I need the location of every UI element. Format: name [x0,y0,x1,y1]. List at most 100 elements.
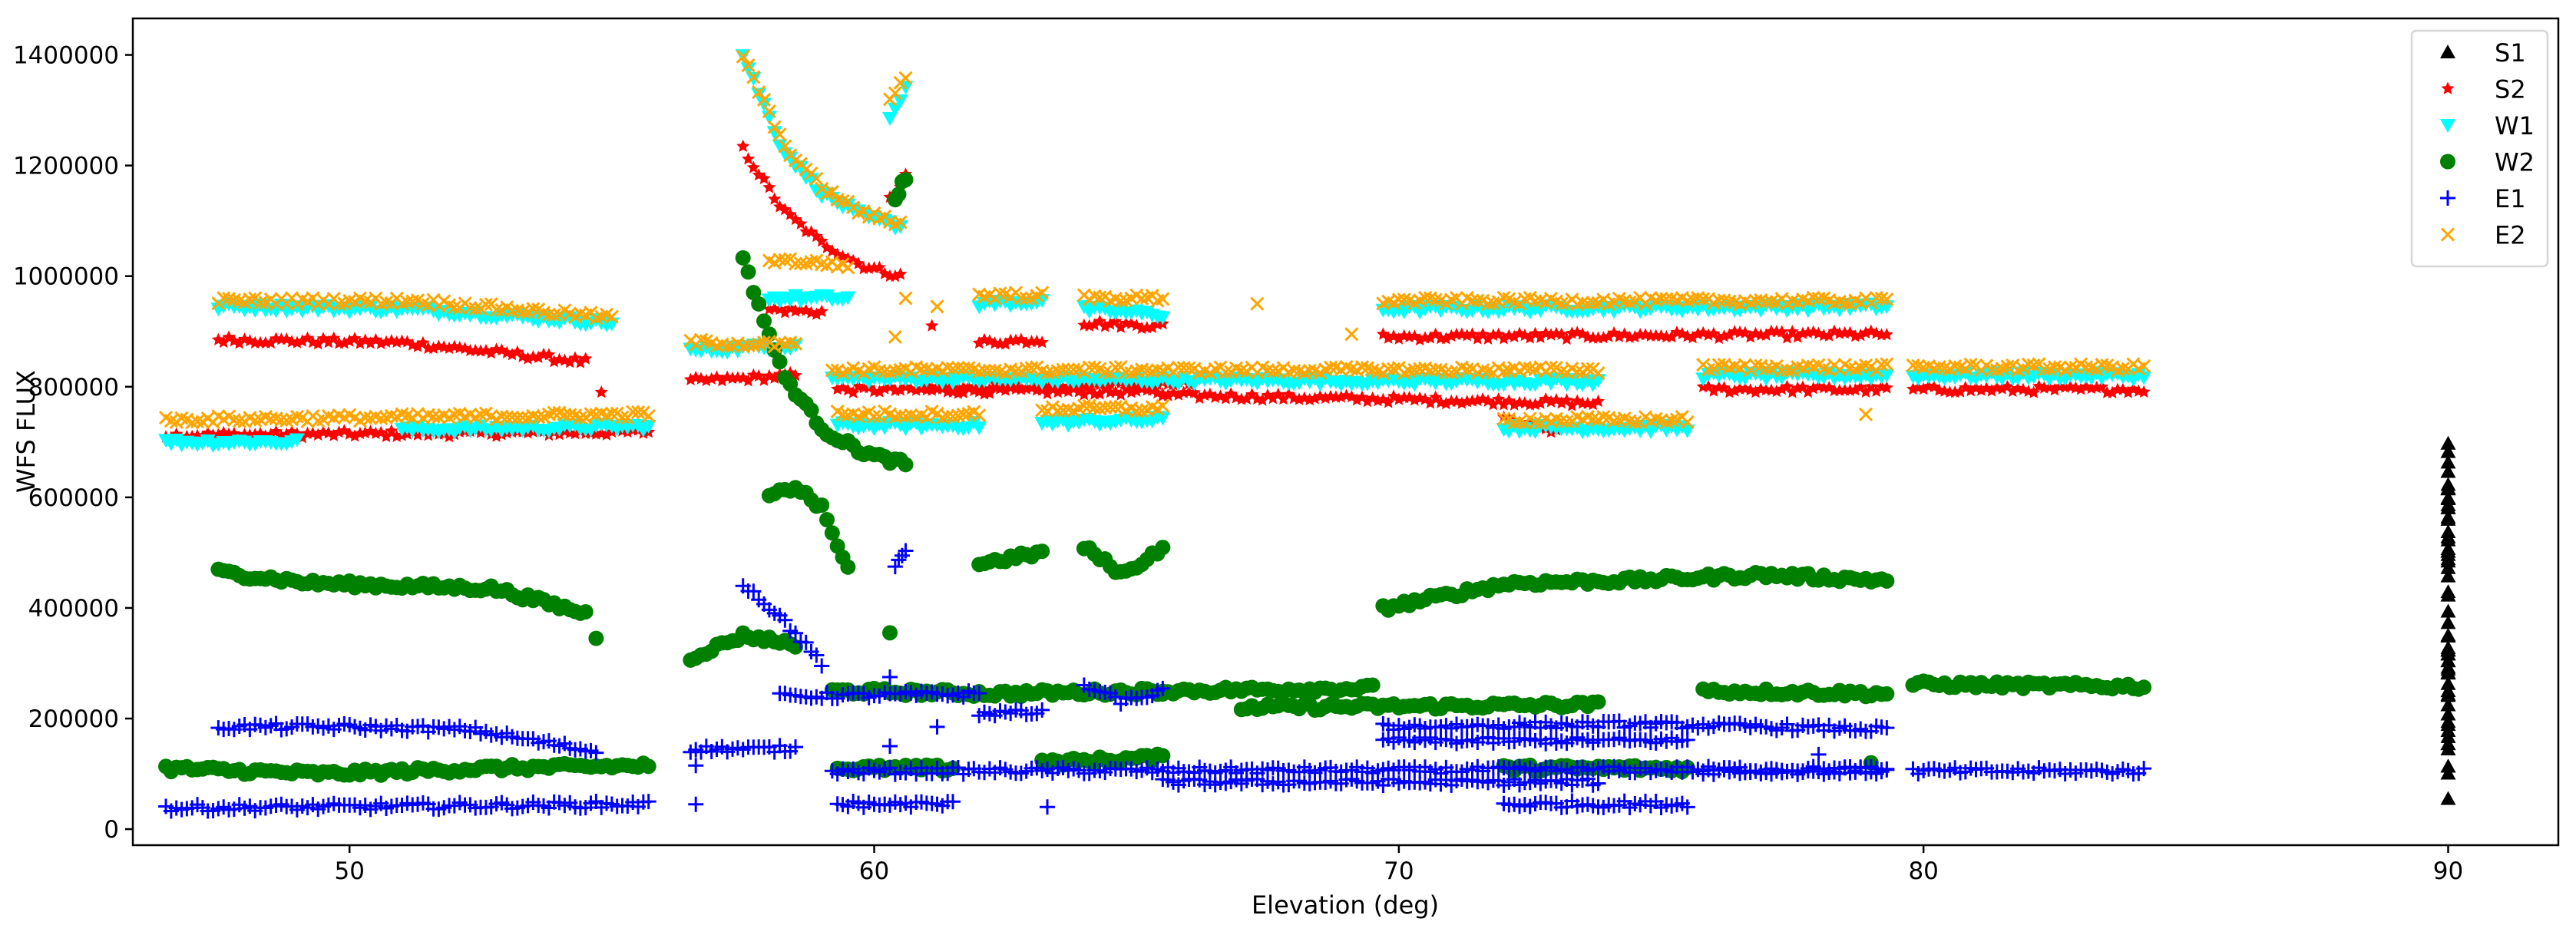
data-point [746,160,760,173]
data-point [1822,329,1836,342]
data-point [894,267,908,280]
data-point [2440,524,2456,539]
data-point [1507,329,1521,342]
data-point [2440,686,2456,701]
legend-marker-e2-icon [2440,227,2455,242]
data-point [337,336,351,349]
data-point [1040,799,1056,815]
data-point [1580,296,1595,311]
data-point [640,758,656,775]
data-point [1590,694,1606,710]
data-point [1806,290,1820,305]
data-point [1832,294,1847,309]
data-point [882,625,898,641]
data-point [841,260,855,275]
data-point [1648,411,1663,426]
data-point [1560,393,1574,406]
data-point [815,257,829,272]
data-point [1182,361,1196,375]
data-point [2440,697,2456,712]
data-point [342,334,356,347]
data-point [563,355,577,368]
data-point [1590,775,1606,791]
legend-marker-s1-icon [2440,45,2455,58]
data-point [751,296,767,312]
data-point [1480,296,1496,312]
data-point [898,457,914,473]
data-point [1791,330,1804,343]
data-point [289,433,305,448]
data-point [641,409,656,424]
data-point [983,382,997,395]
data-point [788,256,803,271]
data-point [1161,388,1175,401]
data-point [778,253,792,267]
data-point [500,410,514,425]
data-point [1114,388,1128,401]
data-point [468,302,483,316]
data-point [1810,746,1827,762]
data-point [1077,388,1091,401]
data-point [1024,361,1039,375]
legend-label: E1 [2495,184,2526,213]
data-point [1711,358,1726,372]
data-point [1774,363,1789,378]
plot-frame [131,17,2560,847]
data-point [756,92,772,107]
data-point [757,171,771,184]
data-point [756,335,772,350]
data-point [756,313,772,329]
data-point [1156,398,1170,413]
data-point [882,111,898,126]
data-point [2440,444,2456,458]
data-point [588,745,604,761]
data-point [379,429,393,443]
series-W2 [158,172,2152,783]
data-point [342,293,357,308]
data-point [1701,362,1716,377]
data-point [594,385,608,398]
data-point [2440,511,2456,526]
data-point [945,794,961,810]
data-point [2105,385,2119,398]
data-point [772,354,788,370]
data-point [630,405,646,419]
data-point [2121,385,2135,398]
data-point [930,299,944,314]
data-point [577,603,594,619]
data-point [898,291,913,306]
data-point [1172,388,1185,401]
data-point [1953,385,1967,398]
data-point [1108,360,1123,375]
data-point [794,216,808,230]
data-point [358,294,372,309]
data-point [447,300,461,315]
legend-label: E2 [2495,221,2526,250]
data-point [2440,706,2456,721]
data-point [415,296,430,311]
data-point [400,295,415,309]
data-point [741,58,756,73]
data-point [1061,385,1075,398]
data-point [766,342,782,358]
data-point [1014,291,1028,306]
data-point [824,525,840,541]
data-point [2440,435,2456,450]
legend-label: S2 [2495,75,2526,104]
y-tick-label: 1000000 [13,263,119,291]
data-point [1606,414,1622,428]
data-point [1413,332,1427,346]
data-point [993,286,1007,301]
data-point [1240,392,1254,405]
data-point [1034,702,1050,718]
x-tick-label: 80 [1908,857,1938,885]
data-point [1870,384,1883,397]
data-point [1817,362,1831,376]
data-point [1187,385,1201,398]
data-point [1680,293,1695,308]
x-tick-label: 50 [334,857,364,885]
series-S1 [2440,435,2456,805]
data-point [2440,676,2456,690]
data-point [1056,362,1070,377]
data-point [541,307,556,322]
